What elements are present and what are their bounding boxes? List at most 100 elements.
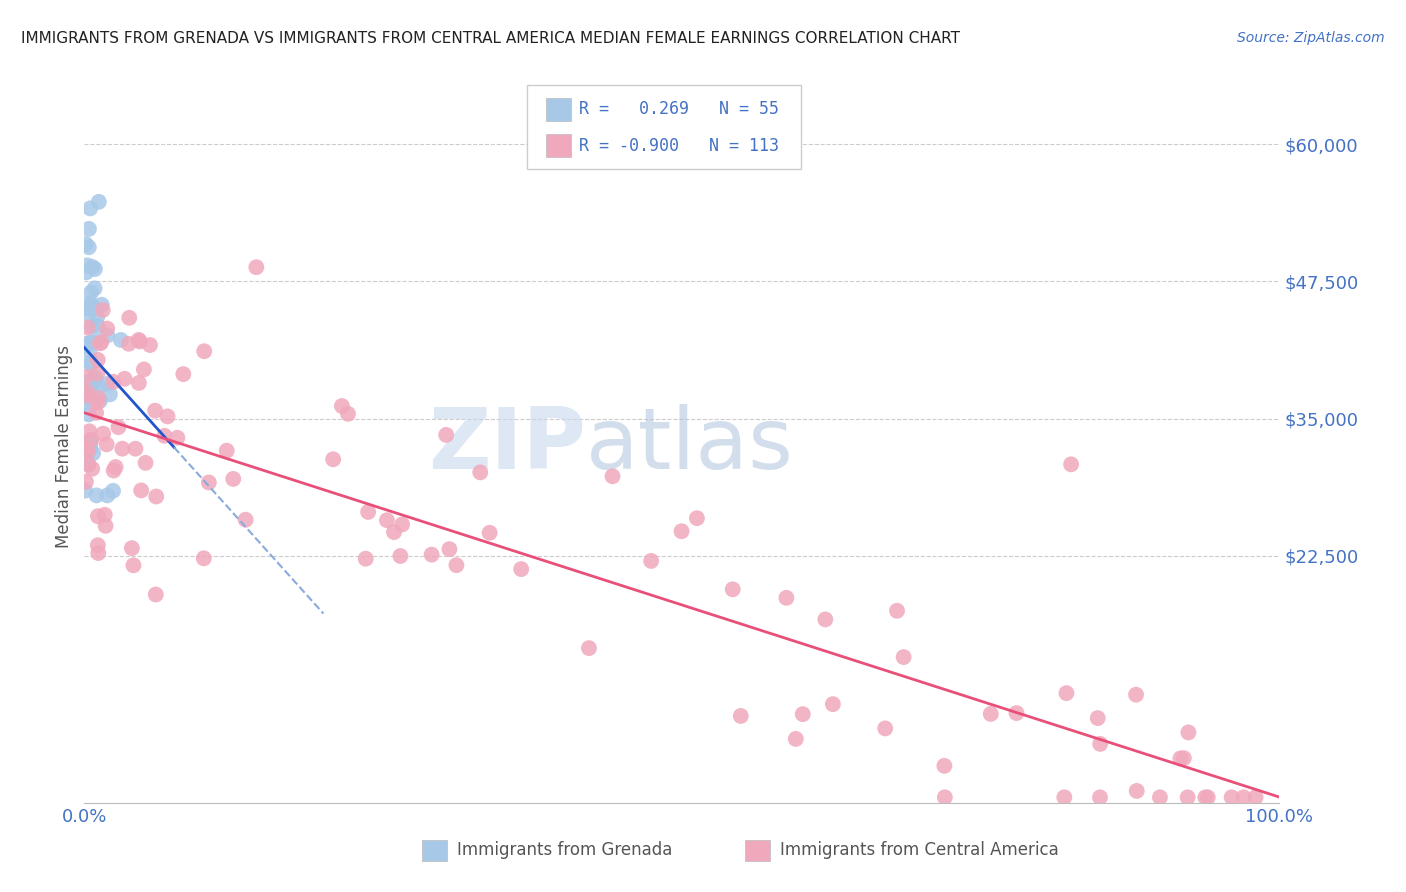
Point [166, 431, 188, 445]
Point [87, 546, 110, 560]
Point [121, 541, 143, 556]
Point [76, 453, 98, 467]
Point [434, 428, 457, 442]
Point [1177, 725, 1199, 739]
Point [1173, 751, 1195, 765]
Point [510, 562, 533, 576]
Point [86, 395, 108, 409]
Point [337, 407, 360, 421]
Point [82, 446, 104, 460]
Point [222, 472, 245, 486]
Point [785, 731, 807, 746]
Point [94, 508, 117, 522]
Point [75, 265, 97, 279]
Point [89, 393, 111, 408]
Point [91, 303, 114, 318]
Point [79, 301, 101, 316]
Point [730, 709, 752, 723]
Point [79, 440, 101, 454]
Point [193, 344, 215, 359]
Point [1233, 790, 1256, 805]
Point [1088, 790, 1111, 805]
Point [602, 469, 624, 483]
Point [104, 460, 127, 475]
Point [76, 320, 98, 334]
Point [1177, 790, 1199, 805]
Point [87, 538, 110, 552]
Point [775, 591, 797, 605]
Point [1149, 790, 1171, 805]
Point [1087, 711, 1109, 725]
Point [235, 513, 257, 527]
Point [198, 475, 221, 490]
Point [87, 391, 110, 405]
Point [83, 281, 105, 295]
Point [129, 483, 152, 498]
Point [357, 505, 380, 519]
Point [1053, 790, 1076, 805]
Point [132, 362, 155, 376]
Point [75, 237, 97, 252]
Point [118, 336, 141, 351]
Point [245, 260, 267, 275]
Point [77, 457, 100, 471]
Point [98, 387, 121, 401]
Point [1060, 458, 1083, 472]
Point [145, 588, 167, 602]
Point [1194, 790, 1216, 805]
Point [1005, 706, 1028, 720]
Point [80, 433, 103, 447]
Point [73, 376, 96, 390]
Point [128, 376, 150, 390]
Point [980, 706, 1002, 721]
Point [79, 336, 101, 351]
Point [83, 370, 105, 384]
Point [156, 409, 179, 424]
Point [75, 388, 97, 402]
Point [103, 464, 125, 478]
Text: Source: ZipAtlas.com: Source: ZipAtlas.com [1237, 31, 1385, 45]
Point [391, 517, 413, 532]
Point [721, 582, 744, 597]
Point [79, 202, 101, 216]
Point [122, 558, 145, 573]
Point [172, 367, 194, 381]
Point [389, 549, 412, 563]
Text: R =   0.269   N = 55: R = 0.269 N = 55 [579, 101, 779, 119]
Text: Immigrants from Central America: Immigrants from Central America [780, 841, 1059, 859]
Point [96, 328, 118, 343]
Point [84, 372, 107, 386]
Point [76, 439, 98, 453]
Point [87, 194, 110, 209]
Point [934, 759, 956, 773]
Point [215, 443, 238, 458]
Point [886, 604, 908, 618]
Point [79, 344, 101, 359]
Point [143, 403, 166, 417]
Point [80, 319, 103, 334]
Point [153, 429, 176, 443]
Point [94, 519, 117, 533]
Point [145, 490, 167, 504]
Text: ZIP: ZIP [429, 404, 586, 488]
Point [86, 318, 108, 333]
Point [821, 697, 844, 711]
Point [470, 466, 492, 480]
Point [75, 339, 97, 353]
Point [79, 437, 101, 451]
Point [1197, 790, 1219, 805]
Point [77, 240, 100, 254]
Point [79, 443, 101, 458]
Point [89, 336, 111, 351]
Point [128, 333, 150, 347]
Point [420, 548, 443, 562]
Point [79, 434, 101, 448]
Point [96, 488, 118, 502]
Point [686, 511, 709, 525]
Point [75, 475, 97, 489]
Point [76, 258, 98, 272]
Point [86, 367, 108, 381]
Point [671, 524, 693, 539]
Point [91, 426, 114, 441]
Point [76, 384, 98, 399]
